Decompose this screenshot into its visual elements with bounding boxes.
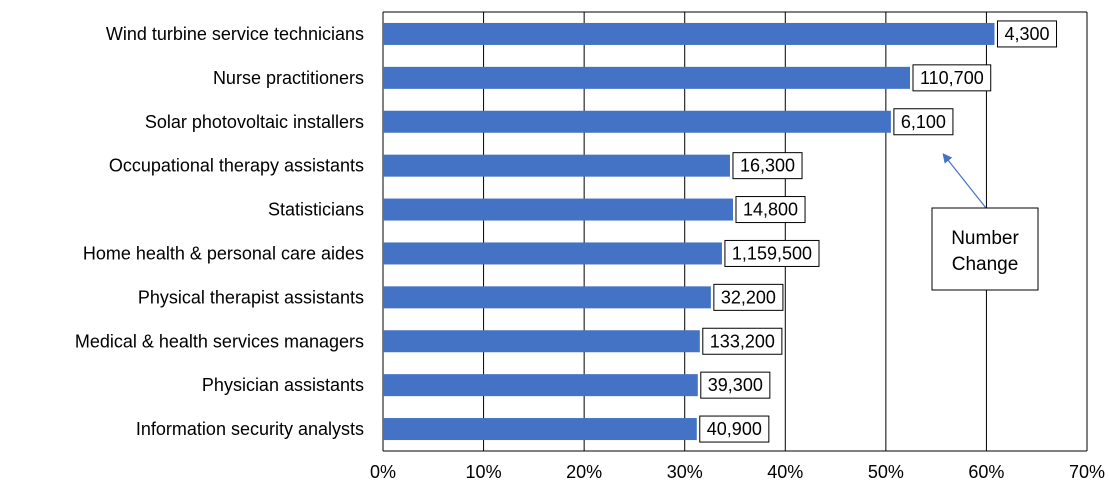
data-label-box [724,239,820,267]
data-label: 6,100 [901,112,946,132]
category-labels: Wind turbine service technicians Nurse pr… [75,24,364,439]
data-label-box [735,196,806,224]
bar [383,330,700,353]
bar [383,286,711,309]
data-label-box [713,283,784,311]
bar [383,242,722,265]
category-label: Physician assistants [202,375,364,395]
annotation-line-1: Number [951,228,1019,249]
x-tick-label: 10% [466,462,502,482]
category-label: Statisticians [268,200,364,220]
annotation: Number Change [931,153,1039,291]
annotation-arrow [942,153,987,209]
x-tick-label: 50% [868,462,904,482]
data-label-box [912,64,992,92]
category-label: Physical therapist assistants [138,287,364,307]
category-label: Nurse practitioners [213,68,364,88]
bar [383,110,891,133]
x-tick-label: 70% [1069,462,1105,482]
bars [383,22,995,441]
category-label: Information security analysts [136,419,364,439]
data-label: 16,300 [740,156,795,176]
x-tick-label: 20% [566,462,602,482]
data-label-box [996,20,1058,48]
x-tick-label: 40% [767,462,803,482]
bar [383,374,698,397]
data-label: 40,900 [707,419,762,439]
bar [383,66,910,89]
category-label: Medical & health services managers [75,331,364,351]
annotation-line-2: Change [952,254,1019,275]
data-label: 32,200 [721,287,776,307]
data-labels: 4,300 110,700 6,100 16,300 14,800 1,159,500 32… [699,20,1058,443]
x-tick-label: 30% [667,462,703,482]
category-label: Occupational therapy assistants [109,156,364,176]
bar [383,418,697,441]
data-label-box [732,152,803,180]
bar [383,198,733,221]
category-label: Solar photovoltaic installers [145,112,364,132]
data-label-box [702,327,783,355]
data-label-box [893,108,954,136]
data-label: 133,200 [710,331,775,351]
category-label: Home health & personal care aides [83,243,364,263]
data-label-box [699,415,770,443]
bar [383,154,730,177]
data-label: 1,159,500 [732,243,812,263]
annotation-box [931,207,1039,291]
data-label: 4,300 [1004,24,1049,44]
bar [383,22,995,45]
x-tick-labels: 0% 10% 20% 30% 40% 50% 60% 70% [370,462,1105,482]
data-label: 110,700 [920,68,984,88]
x-tick-label: 60% [968,462,1004,482]
data-label: 39,300 [708,375,763,395]
x-tick-label: 0% [370,462,396,482]
data-label-box [700,371,771,399]
data-label: 14,800 [743,200,798,220]
category-label: Wind turbine service technicians [106,24,364,44]
